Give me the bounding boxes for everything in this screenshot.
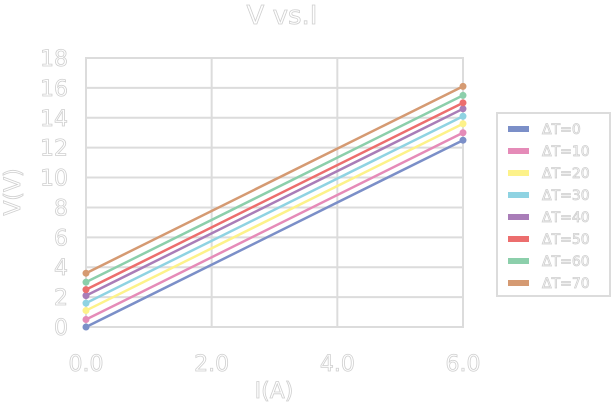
legend-swatch [508,126,529,132]
series-line [85,131,464,321]
series-6 [82,91,467,286]
legend-label: ΔT=70 [542,276,590,292]
legend-label: ΔT=60 [542,254,590,270]
series-line [85,139,464,329]
data-point [459,82,467,90]
x-tick-label: 6.0 [446,352,481,377]
legend-swatch [508,280,529,286]
legend-swatch [508,148,529,154]
data-point [459,91,467,99]
y-tick-label: 2 [54,286,68,311]
y-tick-label: 14 [40,107,68,132]
series-line [85,122,464,312]
data-point [82,316,90,324]
x-tick-label: 0.0 [69,352,104,377]
legend-label: ΔT=40 [542,210,590,226]
legend-swatch [508,170,529,176]
data-point [459,112,467,120]
data-point [82,323,90,331]
series-5 [82,99,467,294]
legend-label: ΔT=50 [542,232,590,248]
data-point [82,307,90,315]
x-axis-label: I(A) [255,379,294,404]
series-line [85,115,464,305]
legend-swatch [508,214,529,220]
legend-box [496,112,611,297]
data-point [82,286,90,294]
y-tick-label: 8 [54,196,68,221]
legend-label: ΔT=20 [542,166,590,182]
legend-label: ΔT=10 [542,144,590,160]
series-1 [82,129,467,324]
legend: ΔT=0 ΔT=10 ΔT=20 ΔT=30 ΔT=40 ΔT=50 ΔT=60 ΔT=70 [496,112,611,297]
series-line [85,94,464,284]
plot-frame [85,57,464,328]
legend-swatch [508,236,529,242]
y-tick-label: 4 [54,256,68,281]
series-line [85,107,464,297]
data-point [82,269,90,277]
series-7 [82,82,467,277]
x-tick-label: 4.0 [320,352,355,377]
data-point [82,278,90,286]
data-point [82,292,90,300]
data-point [459,105,467,113]
series-0 [82,136,467,331]
series-3 [82,112,467,307]
chart-title: V vs.I [247,1,318,31]
data-point [459,129,467,137]
data-point [459,99,467,107]
y-tick-label: 16 [40,77,68,102]
y-tick-label: 6 [54,226,68,251]
data-point [459,120,467,128]
legend-swatch [508,192,529,198]
y-tick-label: 10 [40,167,68,192]
data-point [459,136,467,144]
series-line [85,101,464,291]
data-point [82,299,90,307]
y-tick-label: 18 [40,47,68,72]
legend-label: ΔT=0 [542,122,581,138]
y-tick-label: 12 [40,137,68,162]
y-axis-label: V(V) [1,168,26,215]
x-tick-label: 2.0 [194,352,229,377]
legend-label: ΔT=30 [542,188,590,204]
series-line [85,85,464,275]
y-tick-label: 0 [54,316,68,341]
legend-swatch [508,258,529,264]
series-2 [82,120,467,315]
series-4 [82,105,467,300]
